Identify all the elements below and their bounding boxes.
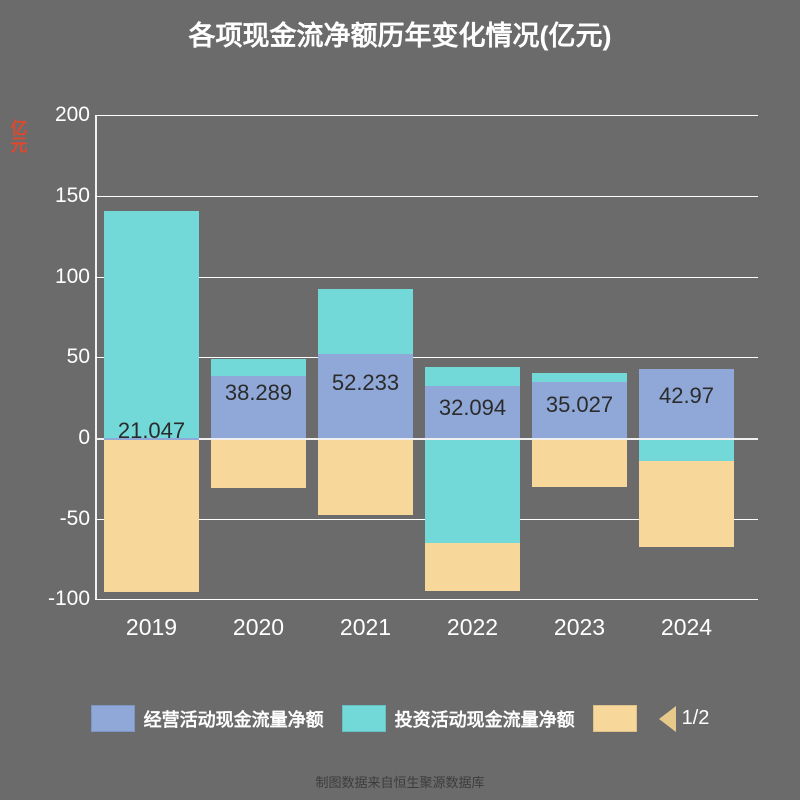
ytick-100: 100	[54, 265, 90, 288]
legend-item-financing[interactable]	[592, 705, 637, 732]
xtick-2019: 2019	[125, 614, 178, 640]
bar-2024-investing[interactable]	[639, 440, 734, 461]
bar-2024-operating[interactable]	[639, 369, 734, 438]
ytick-neg50: -50	[59, 507, 90, 530]
bar-group-2023[interactable]: 35.027	[532, 115, 627, 600]
legend-label-operating: 经营活动现金流量净额	[143, 709, 324, 730]
bar-2023-investing[interactable]	[532, 373, 627, 382]
xtick-2020: 2020	[232, 614, 285, 640]
bar-2022-financing[interactable]	[425, 543, 520, 591]
gridline-100	[95, 277, 758, 278]
footnote: 制图数据来自恒生聚源数据库	[315, 775, 485, 790]
bar-label-2024: 42.97	[658, 383, 715, 408]
xtick-2022: 2022	[446, 614, 499, 640]
bar-label-2021: 52.233	[331, 370, 400, 395]
gridline-200	[95, 115, 758, 116]
y-axis-label: 亿元	[10, 119, 28, 155]
bar-2022-operating[interactable]	[425, 386, 520, 438]
legend-swatch-operating	[90, 705, 135, 732]
bar-2023-financing[interactable]	[532, 440, 627, 487]
gridline-neg100	[95, 599, 758, 600]
bar-2022-investing-top[interactable]	[425, 367, 520, 386]
legend-item-operating[interactable]: 经营活动现金流量净额	[90, 705, 324, 732]
legend-pager[interactable]: 1/2	[658, 705, 710, 732]
bar-group-2021[interactable]: 52.233	[318, 115, 413, 600]
xtick-2021: 2021	[339, 614, 392, 640]
bar-2020-financing[interactable]	[211, 440, 306, 488]
chart-legend: 经营活动现金流量净额 投资活动现金流量净额 1/2	[0, 705, 800, 732]
bar-2021-investing[interactable]	[318, 289, 413, 354]
ytick-150: 150	[54, 184, 90, 207]
ytick-0: 0	[78, 426, 90, 449]
bar-2019-investing[interactable]	[104, 211, 199, 438]
bar-group-2019[interactable]: 21.047	[104, 115, 199, 600]
bar-2024-financing[interactable]	[639, 461, 734, 547]
bar-label-2020: 38.289	[224, 380, 293, 405]
ytick-neg100: -100	[47, 587, 90, 610]
bar-label-2019: 21.047	[117, 418, 186, 443]
bar-2019-financing[interactable]	[104, 440, 199, 592]
bar-group-2020[interactable]: 38.289	[211, 115, 306, 600]
gridline-50	[95, 357, 758, 358]
bar-2020-operating[interactable]	[211, 376, 306, 438]
legend-swatch-financing	[592, 705, 637, 732]
xtick-2024: 2024	[660, 614, 713, 640]
bar-label-2022: 32.094	[438, 395, 507, 420]
bar-group-2022[interactable]: 32.094	[425, 115, 520, 600]
bar-2022-investing[interactable]	[425, 440, 520, 543]
chevron-left-icon[interactable]	[658, 705, 676, 732]
xtick-2023: 2023	[553, 614, 606, 640]
gridline-150	[95, 196, 758, 197]
bar-2020-investing[interactable]	[211, 359, 306, 376]
legend-swatch-investing	[341, 705, 386, 732]
legend-item-investing[interactable]: 投资活动现金流量净额	[341, 705, 575, 732]
bar-label-2023: 35.027	[545, 392, 614, 417]
bar-group-2024[interactable]: 42.97	[639, 115, 734, 600]
ytick-200: 200	[54, 103, 90, 126]
gridline-0	[95, 438, 758, 440]
plot-area: 21.047 38.289 52.233 32.094 35.027 42.97…	[48, 103, 758, 640]
bar-2023-operating[interactable]	[532, 382, 627, 438]
ytick-50: 50	[66, 345, 90, 368]
bar-2021-operating[interactable]	[318, 354, 413, 438]
legend-label-investing: 投资活动现金流量净额	[394, 709, 575, 730]
pager-label: 1/2	[681, 707, 710, 729]
bar-2021-financing[interactable]	[318, 440, 413, 515]
chart-title: 各项现金流净额历年变化情况(亿元)	[188, 21, 612, 51]
